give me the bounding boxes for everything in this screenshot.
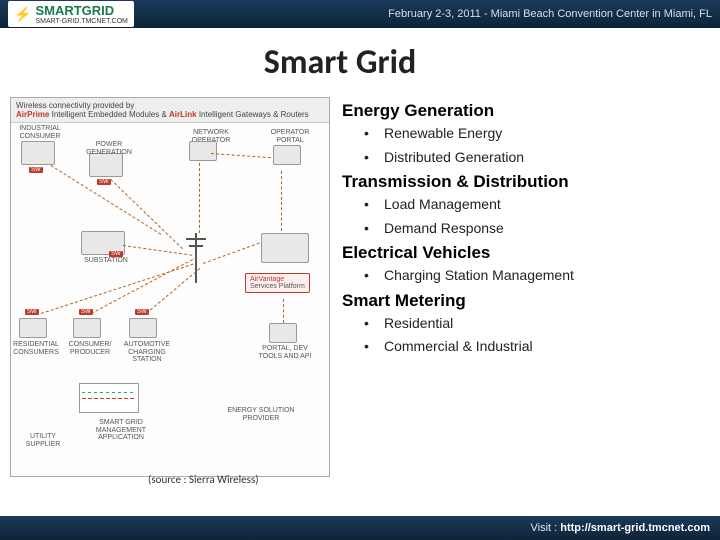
label-industrial: INDUSTRIAL CONSUMER bbox=[15, 125, 65, 140]
brand-airlink: AirLink bbox=[169, 110, 197, 119]
list-item: Renewable Energy bbox=[364, 125, 710, 143]
label-substation: SUBSTATION bbox=[81, 257, 131, 265]
label-mgmt: SMART GRID MANAGEMENT APPLICATION bbox=[81, 419, 161, 442]
chart-icon bbox=[79, 383, 139, 413]
label-utility: UTILITY SUPPLIER bbox=[13, 433, 73, 448]
main-row: Wireless connectivity provided by AirPri… bbox=[0, 83, 720, 477]
link-7 bbox=[91, 257, 197, 314]
list-item: Residential bbox=[364, 315, 710, 333]
header-date-venue: February 2-3, 2011 - Miami Beach Convent… bbox=[388, 8, 712, 20]
label-portal: OPERATOR PORTAL bbox=[265, 129, 315, 144]
section-heading: Electrical Vehicles bbox=[342, 243, 710, 263]
footer-url: http://smart-grid.tmcnet.com bbox=[560, 522, 710, 534]
logo: ⚡ SMARTGRID SMART-GRID.TMCNET.COM bbox=[8, 1, 134, 27]
brand2-suffix: Intelligent Gateways & Routers bbox=[199, 110, 309, 119]
node-powergen bbox=[89, 153, 123, 177]
brand-airprime: AirPrime bbox=[16, 110, 49, 119]
footer-prefix: Visit : bbox=[531, 522, 558, 534]
text-column: Energy Generation Renewable Energy Distr… bbox=[336, 97, 710, 477]
section-heading: Transmission & Distribution bbox=[342, 172, 710, 192]
footer-bar: Visit : http://smart-grid.tmcnet.com bbox=[0, 516, 720, 540]
bullet-list: Residential Commercial & Industrial bbox=[364, 315, 710, 356]
footer-text: Visit : http://smart-grid.tmcnet.com bbox=[531, 522, 711, 534]
node-industrial bbox=[21, 141, 55, 165]
node-servers bbox=[261, 233, 309, 263]
diagram-body: INDUSTRIAL CONSUMER SW POWER GENERATION … bbox=[11, 123, 329, 481]
vantage-sub: Services Platform bbox=[250, 283, 305, 290]
header-bar: ⚡ SMARTGRID SMART-GRID.TMCNET.COM Februa… bbox=[0, 0, 720, 28]
link-5 bbox=[211, 153, 271, 158]
label-solution: ENERGY SOLUTION PROVIDER bbox=[211, 407, 311, 422]
amp: & bbox=[161, 110, 166, 119]
source-citation: (source : Sierra Wireless) bbox=[148, 473, 259, 486]
brand1-suffix: Intelligent Embedded Modules bbox=[52, 110, 160, 119]
list-item: Distributed Generation bbox=[364, 149, 710, 167]
link-8 bbox=[146, 268, 200, 314]
bolt-icon: ⚡ bbox=[14, 6, 31, 23]
link-10 bbox=[281, 171, 285, 231]
node-charging bbox=[129, 318, 157, 338]
list-item: Commercial & Industrial bbox=[364, 338, 710, 356]
vantage-name: AirVantage bbox=[250, 276, 284, 283]
list-item: Demand Response bbox=[364, 220, 710, 238]
slide-title: Smart Grid bbox=[0, 42, 720, 83]
list-item: Load Management bbox=[364, 196, 710, 214]
link-4 bbox=[199, 163, 203, 233]
tag-2: SW bbox=[97, 179, 111, 185]
tag-4: SW bbox=[25, 309, 39, 315]
bullet-list: Renewable Energy Distributed Generation bbox=[364, 125, 710, 166]
section-heading: Smart Metering bbox=[342, 291, 710, 311]
diagram-header: Wireless connectivity provided by AirPri… bbox=[11, 98, 329, 123]
tag-3: SW bbox=[109, 251, 123, 257]
logo-text-wrap: SMARTGRID SMART-GRID.TMCNET.COM bbox=[35, 3, 127, 25]
logo-text: SMARTGRID bbox=[35, 3, 114, 18]
label-powergen: POWER GENERATION bbox=[79, 141, 139, 156]
diagram-header-prefix: Wireless connectivity provided by bbox=[16, 101, 134, 110]
node-portal bbox=[273, 145, 301, 165]
node-devportal bbox=[269, 323, 297, 343]
bullet-list: Load Management Demand Response bbox=[364, 196, 710, 237]
bullet-list: Charging Station Management bbox=[364, 267, 710, 285]
logo-subtext: SMART-GRID.TMCNET.COM bbox=[35, 18, 127, 25]
label-residential: RESIDENTIAL CONSUMERS bbox=[13, 341, 59, 356]
slide-content: Smart Grid Wireless connectivity provide… bbox=[0, 28, 720, 516]
link-11 bbox=[283, 299, 287, 323]
node-prosumer bbox=[73, 318, 101, 338]
list-item: Charging Station Management bbox=[364, 267, 710, 285]
node-netop bbox=[189, 141, 217, 161]
architecture-diagram: Wireless connectivity provided by AirPri… bbox=[10, 97, 330, 477]
link-9 bbox=[203, 242, 260, 263]
label-devportal: PORTAL, DEV TOOLS AND API bbox=[257, 345, 313, 360]
tag-1: SW bbox=[29, 167, 43, 173]
airvantage-box: AirVantage Services Platform bbox=[245, 273, 310, 293]
node-residential bbox=[19, 318, 47, 338]
label-charging: AUTOMOTIVE CHARGING STATION bbox=[119, 341, 175, 364]
section-heading: Energy Generation bbox=[342, 101, 710, 121]
label-prosumer: CONSUMER/ PRODUCER bbox=[67, 341, 113, 356]
